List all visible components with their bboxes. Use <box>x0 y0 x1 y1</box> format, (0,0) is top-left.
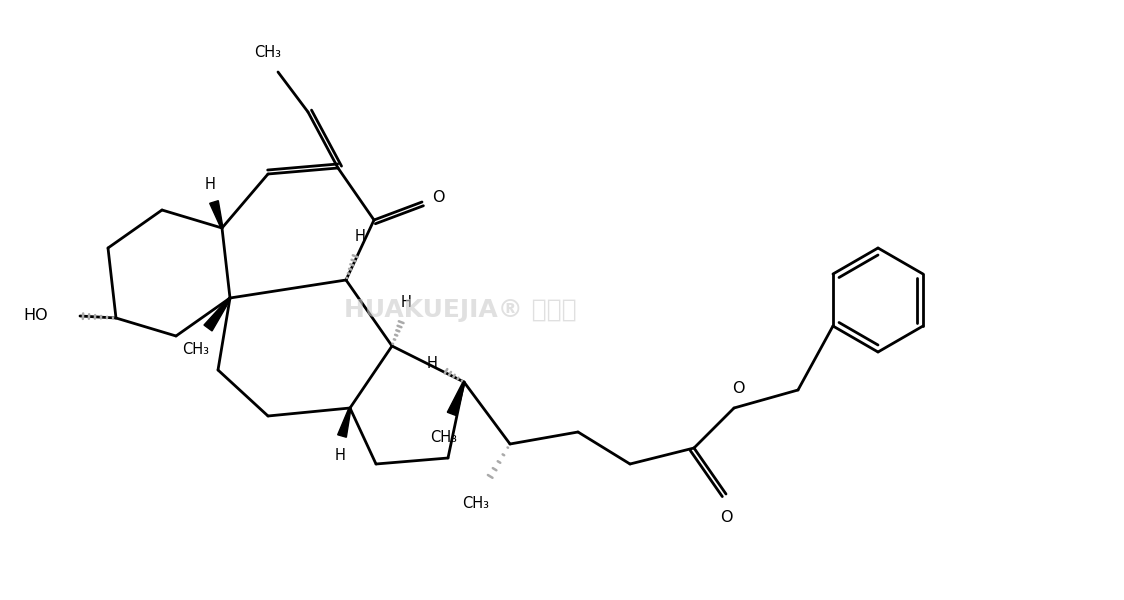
Text: CH₃: CH₃ <box>254 45 281 60</box>
Text: H: H <box>427 356 437 371</box>
Text: O: O <box>732 381 744 396</box>
Text: O: O <box>719 510 732 525</box>
Text: CH₃: CH₃ <box>430 430 457 445</box>
Text: O: O <box>432 191 444 205</box>
Text: CH₃: CH₃ <box>462 496 489 511</box>
Text: CH₃: CH₃ <box>182 342 209 357</box>
Polygon shape <box>447 382 465 416</box>
Text: H: H <box>354 229 365 244</box>
Polygon shape <box>210 200 223 228</box>
Text: H: H <box>400 295 411 310</box>
Text: H: H <box>335 448 345 463</box>
Text: H: H <box>205 177 216 192</box>
Text: HO: HO <box>24 308 48 323</box>
Text: HUAKUEJIA® 化学加: HUAKUEJIA® 化学加 <box>344 298 577 322</box>
Polygon shape <box>337 408 351 437</box>
Polygon shape <box>203 298 230 331</box>
